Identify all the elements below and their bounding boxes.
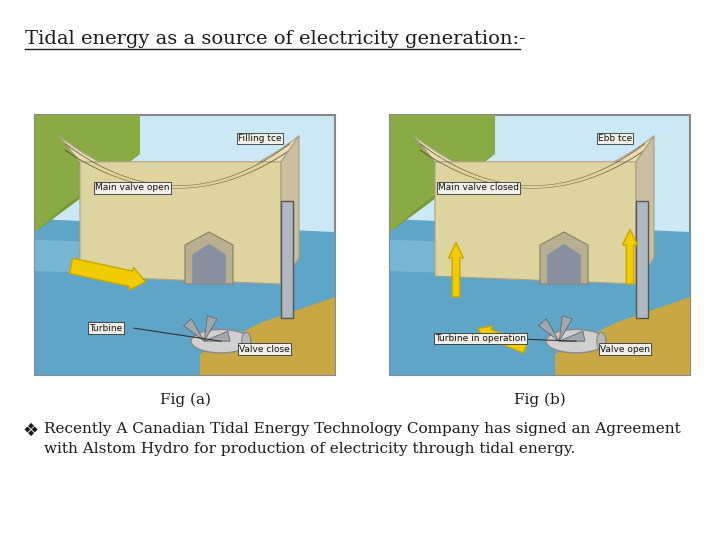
Polygon shape (390, 154, 495, 232)
Text: with Alstom Hydro for production of electricity through tidal energy.: with Alstom Hydro for production of elec… (44, 442, 575, 456)
Polygon shape (80, 162, 281, 284)
Bar (636, 201, 648, 318)
Polygon shape (59, 136, 299, 193)
Polygon shape (539, 319, 559, 341)
Polygon shape (204, 316, 217, 341)
Polygon shape (35, 115, 140, 232)
Polygon shape (35, 219, 335, 375)
Polygon shape (420, 150, 645, 188)
Polygon shape (414, 136, 654, 193)
Polygon shape (559, 316, 572, 341)
Text: Fig (a): Fig (a) (160, 393, 210, 407)
Polygon shape (540, 232, 588, 284)
Text: Turbine: Turbine (89, 323, 122, 333)
Text: Valve open: Valve open (600, 345, 650, 354)
Polygon shape (435, 162, 636, 284)
Polygon shape (636, 136, 654, 284)
Polygon shape (184, 319, 204, 341)
Polygon shape (204, 331, 230, 341)
Polygon shape (547, 244, 581, 284)
Polygon shape (192, 244, 226, 284)
Text: Turbine in operation: Turbine in operation (435, 334, 526, 343)
Polygon shape (390, 240, 540, 276)
Text: Filling tce: Filling tce (238, 134, 282, 143)
Polygon shape (185, 232, 233, 284)
Polygon shape (390, 219, 690, 375)
Text: Main valve open: Main valve open (95, 183, 169, 192)
Polygon shape (35, 154, 140, 232)
Polygon shape (390, 115, 495, 232)
Polygon shape (281, 136, 299, 284)
FancyArrow shape (69, 258, 145, 290)
Polygon shape (420, 143, 645, 186)
Text: Tidal energy as a source of electricity generation:-: Tidal energy as a source of electricity … (25, 30, 526, 48)
Ellipse shape (597, 333, 606, 350)
Text: Valve close: Valve close (239, 345, 289, 354)
Text: ❖: ❖ (22, 422, 38, 440)
Polygon shape (65, 150, 290, 188)
Ellipse shape (242, 333, 251, 350)
Polygon shape (200, 297, 335, 375)
Text: Main valve closed: Main valve closed (438, 183, 519, 192)
Ellipse shape (191, 329, 251, 353)
Polygon shape (35, 240, 185, 276)
Bar (390, 115, 690, 375)
Bar (281, 201, 293, 318)
FancyArrow shape (449, 242, 464, 297)
Polygon shape (555, 297, 690, 375)
Ellipse shape (546, 329, 606, 353)
Text: Ebb tce: Ebb tce (598, 134, 632, 143)
Text: Fig (b): Fig (b) (514, 393, 566, 407)
FancyArrow shape (478, 326, 527, 353)
Text: Recently A Canadian Tidal Energy Technology Company has signed an Agreement: Recently A Canadian Tidal Energy Technol… (44, 422, 680, 436)
Polygon shape (559, 331, 585, 341)
Bar (35, 115, 335, 375)
FancyArrow shape (623, 230, 637, 284)
Polygon shape (65, 143, 290, 186)
